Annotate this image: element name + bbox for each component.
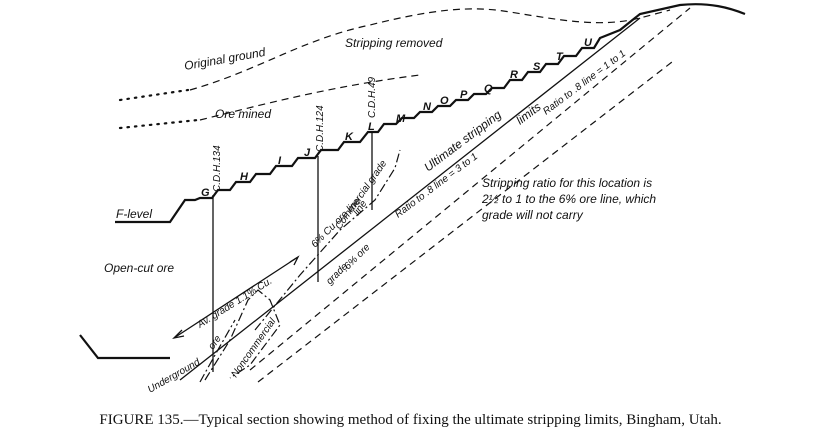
ratio-1to1-line	[249, 7, 691, 371]
av-grade-arrow-right	[289, 255, 300, 266]
bench-letter: R	[510, 69, 518, 81]
bench-letter: Q	[484, 83, 493, 95]
ore-mined-dotted	[118, 118, 200, 130]
figure-caption: FIGURE 135.—Typical section showing meth…	[99, 412, 722, 428]
f-level-label: F-level	[116, 207, 152, 221]
ultimate-limits-label-2: limits	[513, 100, 543, 128]
underground-label: Underground	[146, 357, 202, 396]
ore-mined-label: Ore mined	[215, 107, 271, 121]
dh-124-label: C.D.H.124	[315, 105, 326, 152]
av-grade-arrow-left	[172, 329, 185, 340]
ratio-1to1-label: Ratio to .8 line = 1 to 1	[541, 48, 628, 117]
stripping-ratio-note-line-1: Stripping ratio for this location is	[482, 176, 652, 190]
commercial-grade-line	[254, 149, 401, 331]
av-grade-line	[173, 256, 299, 339]
bench-letter: P	[460, 89, 468, 101]
original-ground-label: Original ground	[183, 45, 267, 73]
bench-letter: U	[584, 37, 593, 49]
stripping-removed-label: Stripping removed	[345, 36, 443, 50]
six-pct-ore-label: .6% ore	[340, 242, 372, 274]
dh-134-label: C.D.H.134	[212, 145, 223, 192]
bench-letter: O	[440, 95, 449, 107]
ore-label: ore	[206, 333, 224, 352]
ultimate-stripping-limit	[179, 17, 641, 381]
ore-boundary-line	[199, 319, 236, 383]
bench-letter: K	[345, 131, 354, 143]
bench-letter: T	[556, 51, 564, 63]
dh-49-label: C.D.H.49	[367, 76, 378, 118]
stripping-ratio-note-line-3: grade will not carry	[482, 208, 584, 222]
bench-letter: L	[368, 121, 375, 133]
ratio-3to1-line	[257, 61, 673, 383]
commercial-grade-label-1: Commercial grade	[333, 158, 389, 232]
av-grade-label: Av. grade 1.1% Cu.	[195, 276, 274, 331]
ore-mined-line	[199, 74, 421, 121]
original-ground-line	[189, 8, 671, 91]
open-cut-ore-label: Open-cut ore	[104, 261, 174, 275]
stripping-ratio-note-line-2: 2½ to 1 to the 6% ore line, which	[481, 192, 656, 206]
section-diagram: Original ground Stripping removed Ore mi…	[79, 3, 746, 396]
bench-letter: H	[240, 171, 249, 183]
bench-letter: M	[396, 113, 406, 125]
bench-letter: N	[423, 101, 432, 113]
bench-profile	[115, 3, 746, 224]
bench-letter: J	[304, 147, 311, 159]
pit-floor	[79, 334, 170, 360]
bench-letter: G	[201, 187, 210, 199]
noncommercial-line	[204, 289, 281, 381]
bench-letter: I	[278, 155, 282, 167]
bench-letter: S	[533, 61, 541, 73]
original-ground-dotted	[118, 88, 190, 102]
